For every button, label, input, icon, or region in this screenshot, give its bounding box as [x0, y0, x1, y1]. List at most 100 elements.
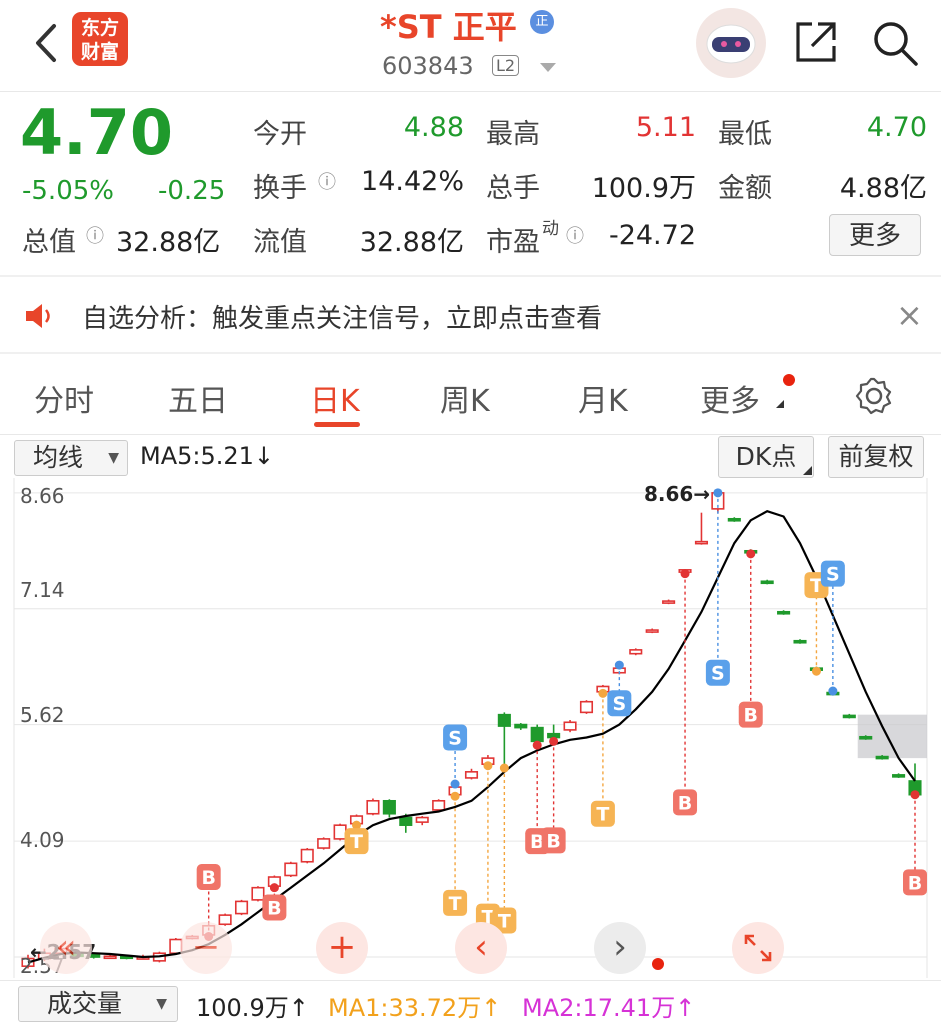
search-icon: [874, 22, 918, 66]
signal-dot: [269, 883, 279, 893]
signal-label: T: [350, 831, 363, 853]
ma5-line: [27, 510, 916, 964]
volume-label: 总手: [486, 173, 540, 204]
signal-label: S: [612, 693, 626, 715]
previous-button[interactable]: ‹: [455, 922, 507, 974]
signal-dot: [680, 569, 690, 579]
stock-name: *ST 正平: [380, 8, 517, 46]
signal-label: T: [498, 910, 511, 932]
search-button[interactable]: [870, 18, 920, 72]
signal-badge: [492, 907, 517, 934]
chevron-right-icon: ›: [613, 927, 627, 967]
expand-icon: [744, 934, 772, 962]
signal-dot: [483, 761, 493, 771]
info-icon[interactable]: ⓘ: [318, 172, 336, 193]
amount-label: 金额: [718, 173, 772, 204]
signal-label: T: [449, 893, 462, 915]
tab-weekly-k[interactable]: 周K: [440, 384, 490, 419]
zoom-out-icon: «: [55, 927, 77, 967]
ma5-value: MA5:5.21↓: [140, 442, 275, 470]
signal-label: B: [743, 705, 757, 727]
candle-body: [218, 914, 232, 926]
candle-body: [366, 799, 380, 815]
more-corner-icon: [776, 400, 784, 408]
tab-intraday[interactable]: 分时: [34, 384, 94, 419]
candle-body: [382, 799, 396, 815]
signal-label: S: [826, 564, 840, 586]
info-icon[interactable]: ⓘ: [566, 226, 584, 247]
high-value: 5.11: [635, 112, 696, 143]
adjust-button[interactable]: 前复权: [828, 436, 924, 478]
close-notice-icon[interactable]: ×: [896, 296, 923, 334]
signal-dot: [828, 686, 838, 696]
y-tick-label: 5.62: [20, 703, 65, 727]
minus-button[interactable]: −: [180, 922, 232, 974]
candle-body: [579, 700, 594, 714]
volume-selector[interactable]: 成交量 ▼: [18, 986, 178, 1022]
stock-code: 603843: [382, 52, 474, 80]
y-tick-label: 7.14: [20, 578, 65, 602]
signal-dot: [450, 791, 460, 801]
volume-ma2: MA2:17.41万↑: [522, 994, 696, 1022]
more-quote-button[interactable]: 更多: [829, 214, 921, 256]
plus-button[interactable]: +: [316, 922, 368, 974]
app-logo: 东方 财富: [72, 12, 128, 66]
robot-icon: [706, 24, 756, 64]
tab-monthly-k[interactable]: 月K: [578, 384, 628, 419]
candle-body: [563, 721, 577, 731]
share-icon: [796, 22, 836, 62]
candle-body: [760, 580, 774, 585]
divider: [0, 91, 941, 92]
signal-label: B: [201, 867, 215, 889]
back-arrow-icon: [36, 24, 56, 62]
pe-label: 市盈: [486, 227, 540, 258]
signal-dot: [549, 736, 559, 746]
certified-badge: 正: [530, 10, 554, 34]
share-button[interactable]: [792, 18, 840, 70]
signal-badge: [344, 828, 369, 855]
candle-body: [777, 610, 791, 615]
divider: [0, 275, 941, 277]
minus-icon: −: [191, 927, 221, 967]
notice-text[interactable]: 自选分析：触发重点关注信号，立即点击查看: [82, 304, 603, 334]
signal-dot: [450, 779, 460, 789]
volume-value: 100.9万: [591, 173, 696, 204]
signal-badge: [196, 864, 221, 891]
candle-body: [859, 735, 873, 740]
candle-body: [727, 517, 741, 522]
settings-button[interactable]: [854, 376, 894, 420]
volume-current: 100.9万↑: [196, 994, 309, 1022]
candle-body: [432, 799, 446, 811]
float-cap-label: 流值: [253, 227, 307, 258]
dk-point-button[interactable]: DK点: [718, 436, 814, 478]
active-tab-indicator: [314, 422, 360, 427]
next-button[interactable]: ›: [594, 922, 646, 974]
plus-icon: +: [327, 927, 357, 967]
zoom-out-button[interactable]: «: [40, 922, 92, 974]
signal-dot: [713, 488, 723, 498]
chevron-left-icon: ‹: [474, 927, 488, 967]
signal-badge: [673, 789, 698, 816]
back-button[interactable]: [28, 22, 62, 64]
fullscreen-button[interactable]: [732, 922, 784, 974]
tab-five-day[interactable]: 五日: [168, 384, 228, 419]
dk-label: DK点: [735, 442, 797, 471]
candle-body: [530, 726, 544, 743]
indicator-selector[interactable]: 均线 ▼: [14, 440, 128, 476]
signal-label: S: [448, 728, 462, 750]
info-icon[interactable]: ⓘ: [86, 226, 104, 247]
tab-more[interactable]: 更多: [700, 384, 760, 419]
tab-daily-k[interactable]: 日K: [310, 384, 360, 419]
signal-dot: [746, 549, 756, 559]
latest-signal-dot: [652, 958, 664, 970]
stock-switch-dropdown-icon[interactable]: [540, 63, 556, 72]
signal-badge: [903, 869, 927, 896]
gear-icon: [855, 377, 892, 415]
new-badge-dot: [783, 374, 795, 386]
candle-body: [892, 774, 906, 778]
ai-assistant-avatar[interactable]: [696, 8, 766, 78]
candle-body: [251, 886, 265, 901]
signal-badge: [541, 827, 566, 854]
signal-label: B: [546, 830, 560, 852]
